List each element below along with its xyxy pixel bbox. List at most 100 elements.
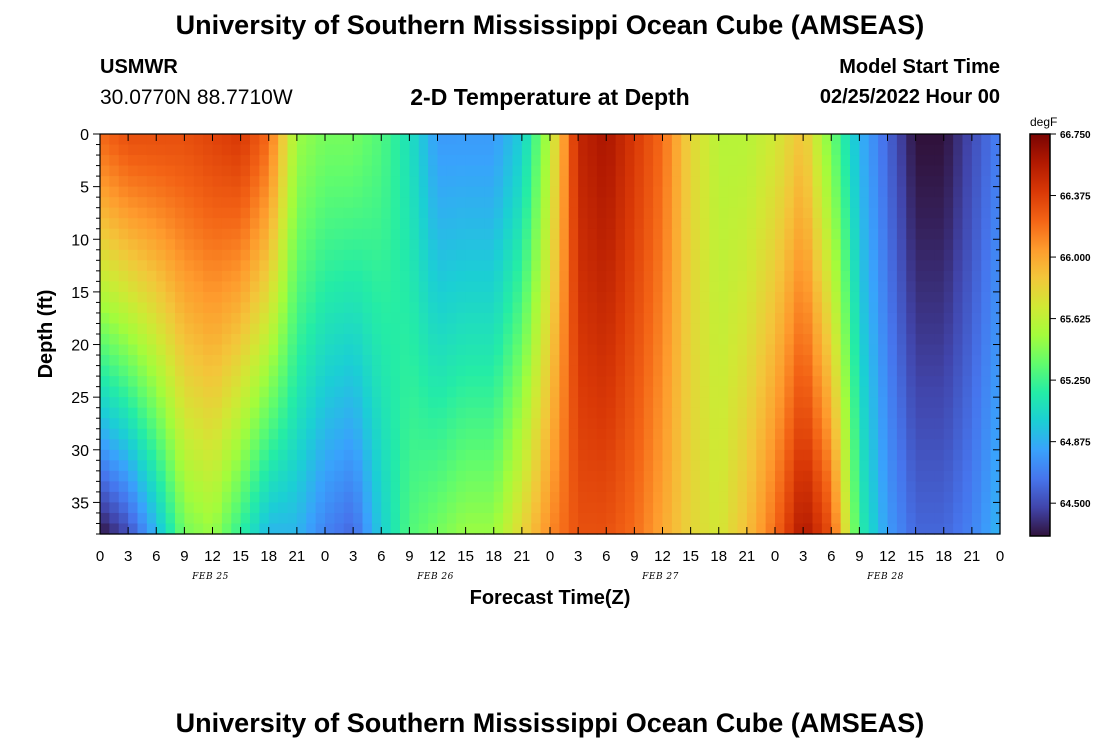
- heatmap-cell: [859, 491, 870, 504]
- heatmap-cell: [456, 502, 467, 514]
- heatmap-cell: [915, 239, 926, 251]
- x-tick-label: 21: [964, 548, 981, 565]
- heatmap-cell: [484, 376, 495, 388]
- heatmap-cell: [578, 155, 589, 167]
- heatmap-cell: [981, 176, 992, 188]
- heatmap-cell: [793, 449, 804, 461]
- heatmap-cell: [315, 491, 326, 504]
- heatmap-cell: [137, 155, 148, 167]
- heatmap-cell: [371, 491, 382, 504]
- heatmap-cell: [775, 249, 785, 261]
- heatmap-cell: [812, 165, 823, 177]
- heatmap-cell: [906, 355, 917, 367]
- heatmap-cell: [878, 207, 889, 219]
- heatmap-cell: [278, 449, 289, 461]
- heatmap-cell: [278, 376, 289, 388]
- heatmap-cell: [990, 376, 1001, 388]
- heatmap-cell: [287, 512, 298, 525]
- heatmap-cell: [681, 355, 692, 367]
- heatmap-cell: [137, 418, 148, 430]
- heatmap-cell: [540, 260, 551, 272]
- heatmap-cell: [221, 165, 232, 177]
- heatmap-cell: [193, 207, 204, 219]
- heatmap-cell: [681, 334, 692, 346]
- heatmap-cell: [212, 134, 223, 146]
- heatmap-cell: [831, 165, 842, 177]
- heatmap-cell: [943, 376, 954, 388]
- heatmap-cell: [128, 418, 139, 430]
- heatmap-cell: [493, 218, 504, 230]
- heatmap-cell: [231, 481, 242, 493]
- heatmap-cell: [165, 260, 176, 272]
- heatmap-cell: [653, 249, 664, 261]
- heatmap-cell: [915, 186, 926, 198]
- heatmap-cell: [662, 470, 673, 482]
- heatmap-cell: [484, 428, 495, 440]
- heatmap-cell: [156, 302, 167, 314]
- heatmap-cell: [353, 144, 364, 156]
- heatmap-cell: [231, 407, 242, 419]
- heatmap-cell: [475, 155, 485, 167]
- heatmap-cell: [334, 291, 345, 304]
- heatmap-cell: [737, 376, 748, 388]
- heatmap-cell: [765, 134, 776, 146]
- heatmap-cell: [587, 207, 598, 219]
- heatmap-cell: [109, 144, 120, 156]
- heatmap-cell: [475, 228, 485, 240]
- heatmap-cell: [390, 228, 401, 240]
- heatmap-cell: [906, 439, 917, 451]
- heatmap-cell: [531, 470, 542, 482]
- heatmap-cell: [353, 260, 364, 272]
- heatmap-cell: [859, 323, 870, 335]
- heatmap-cell: [643, 407, 654, 419]
- heatmap-cell: [831, 407, 842, 419]
- heatmap-cell: [362, 365, 373, 377]
- heatmap-cell: [184, 155, 195, 167]
- heatmap-cell: [118, 228, 129, 240]
- heatmap-cell: [456, 449, 467, 461]
- heatmap-cell: [334, 344, 345, 356]
- heatmap-cell: [109, 334, 120, 346]
- heatmap-cell: [146, 418, 157, 430]
- heatmap-cell: [268, 491, 279, 504]
- heatmap-cell: [306, 512, 317, 525]
- heatmap-cell: [109, 165, 120, 177]
- heatmap-cell: [334, 428, 345, 440]
- heatmap-cell: [887, 186, 898, 198]
- heatmap-cell: [934, 207, 945, 219]
- heatmap-cell: [746, 407, 757, 419]
- heatmap-cell: [728, 218, 739, 230]
- heatmap-cell: [690, 460, 701, 472]
- heatmap-cell: [859, 197, 870, 209]
- heatmap-cell: [793, 428, 804, 440]
- heatmap-cell: [240, 155, 251, 167]
- heatmap-cell: [400, 186, 410, 198]
- heatmap-cell: [475, 512, 485, 525]
- heatmap-cell: [193, 144, 204, 156]
- heatmap-cell: [718, 291, 729, 304]
- heatmap-cell: [278, 134, 289, 146]
- heatmap-cell: [146, 302, 157, 314]
- heatmap-cell: [587, 481, 598, 493]
- heatmap-cell: [381, 176, 392, 188]
- heatmap-cell: [334, 249, 345, 261]
- heatmap-cell: [259, 260, 270, 272]
- heatmap-cell: [896, 376, 907, 388]
- heatmap-cell: [193, 470, 204, 482]
- heatmap-cell: [981, 386, 992, 398]
- heatmap-cell: [953, 407, 964, 419]
- heatmap-cell: [231, 176, 242, 188]
- heatmap-cell: [334, 365, 345, 377]
- heatmap-cell: [718, 481, 729, 493]
- heatmap-cell: [934, 502, 945, 514]
- heatmap-cell: [540, 502, 551, 514]
- heatmap-cell: [962, 302, 973, 314]
- heatmap-cell: [812, 186, 823, 198]
- heatmap-cell: [165, 407, 176, 419]
- heatmap-cell: [840, 260, 851, 272]
- heatmap-cell: [100, 144, 110, 156]
- heatmap-cell: [437, 249, 448, 261]
- heatmap-cell: [193, 365, 204, 377]
- heatmap-cell: [390, 249, 401, 261]
- heatmap-cell: [803, 165, 814, 177]
